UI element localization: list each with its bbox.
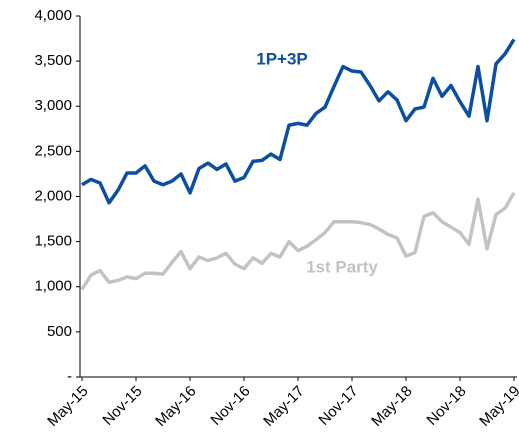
- y-tick-label: -: [67, 368, 72, 385]
- series-label: 1P+3P: [256, 49, 308, 68]
- y-tick-label: 1,500: [34, 233, 72, 250]
- series-line: [80, 192, 516, 291]
- x-tick-label: May-19: [476, 383, 519, 430]
- y-tick-label: 500: [47, 323, 72, 340]
- y-tick-label: 4,000: [34, 7, 72, 24]
- x-tick-label: Nov-18: [423, 383, 469, 429]
- x-tick-label: Nov-17: [315, 383, 361, 429]
- x-tick-label: May-18: [368, 383, 415, 430]
- x-tick-label: May-15: [44, 383, 91, 430]
- y-tick-label: 3,500: [34, 52, 72, 69]
- x-tick-label: Nov-16: [207, 383, 253, 429]
- x-tick-label: May-16: [152, 383, 199, 430]
- y-tick-label: 3,000: [34, 97, 72, 114]
- x-tick-label: May-17: [260, 383, 307, 430]
- y-tick-label: 2,000: [34, 187, 72, 204]
- y-tick-label: 1,000: [34, 278, 72, 295]
- series-line: [81, 38, 516, 205]
- x-tick-label: Nov-15: [99, 383, 145, 429]
- y-tick-label: 2,500: [34, 142, 72, 159]
- series-label: 1st Party: [306, 257, 378, 276]
